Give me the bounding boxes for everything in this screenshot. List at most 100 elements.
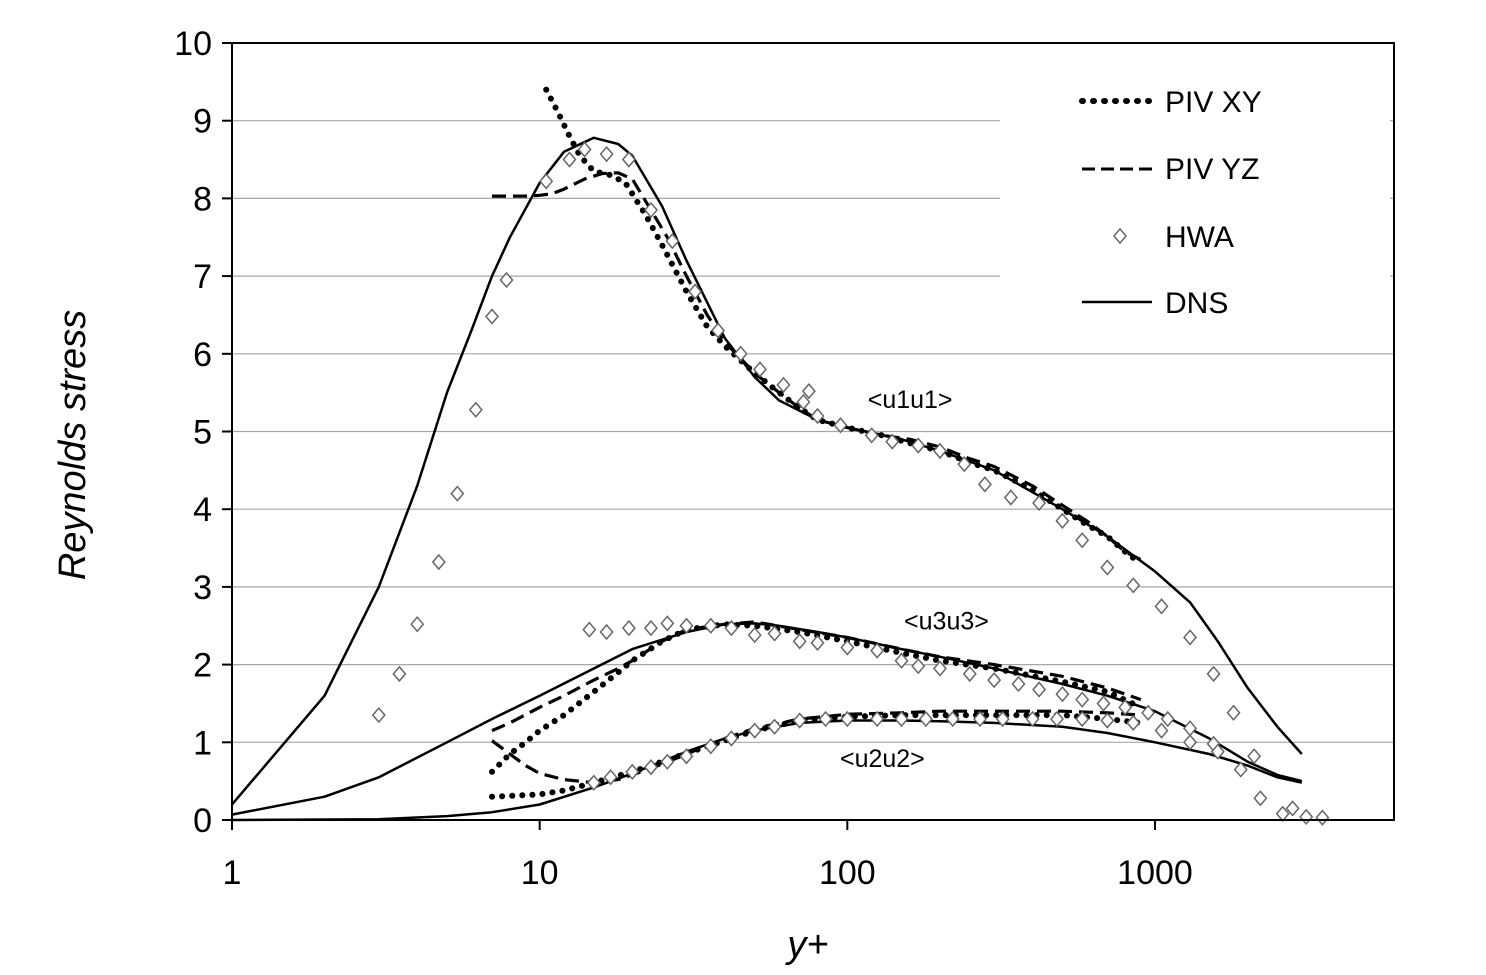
series-hwa-u3u3 xyxy=(582,615,1221,753)
legend-label-hwa: HWA xyxy=(1165,221,1234,254)
hwa-point xyxy=(660,753,675,770)
hwa-point xyxy=(747,722,762,739)
hwa-point xyxy=(870,710,885,728)
hwa-point xyxy=(1025,710,1040,728)
hwa-point xyxy=(1075,532,1090,549)
hwa-point xyxy=(599,623,614,641)
hwa-point xyxy=(1285,800,1300,817)
hwa-point xyxy=(539,173,554,190)
hwa-point xyxy=(1049,710,1064,728)
hwa-point xyxy=(1118,699,1133,716)
hwa-point xyxy=(1100,559,1115,576)
hwa-point xyxy=(833,417,848,434)
hwa-point xyxy=(792,633,807,650)
hwa-point xyxy=(1154,598,1169,615)
hwa-point xyxy=(1003,489,1018,506)
hwa-point xyxy=(1247,748,1262,765)
hwa-point xyxy=(1183,720,1198,737)
hwa-point xyxy=(1075,710,1090,728)
hwa-point xyxy=(1141,704,1156,721)
hwa-point xyxy=(1100,712,1115,729)
x-tick-label-10: 10 xyxy=(521,854,559,892)
hwa-point xyxy=(1210,743,1225,760)
hwa-point xyxy=(499,271,514,289)
hwa-point xyxy=(665,232,680,250)
hwa-point xyxy=(1183,629,1198,646)
series-layer xyxy=(231,86,1330,826)
hwa-point xyxy=(792,712,807,729)
hwa-point xyxy=(679,748,694,765)
hwa-point xyxy=(679,617,694,634)
series-dns-u1u1 xyxy=(231,136,1303,806)
hwa-point xyxy=(1226,704,1241,721)
hwa-point xyxy=(582,621,597,638)
hwa-point xyxy=(1299,808,1314,826)
hwa-point xyxy=(621,151,636,168)
hwa-point xyxy=(643,201,658,219)
hwa-point xyxy=(621,619,636,637)
hwa-point xyxy=(918,710,933,728)
x-tick-label-100: 100 xyxy=(819,854,876,892)
hwa-point xyxy=(1075,691,1090,708)
legend: PIV XY PIV YZ HWA DNS xyxy=(1000,72,1390,347)
hwa-point xyxy=(911,658,926,675)
hwa-point xyxy=(801,382,816,400)
hwa-point xyxy=(1126,577,1141,594)
hwa-point xyxy=(1183,734,1198,751)
hwa-point xyxy=(392,665,407,683)
series-piv-xy-u1u1 xyxy=(543,86,1144,567)
annotation-u1u1: <u1u1> xyxy=(868,386,953,414)
hwa-point xyxy=(703,617,718,634)
hwa-point xyxy=(586,774,601,791)
legend-label-piv-yz: PIV YZ xyxy=(1165,153,1259,186)
hwa-point xyxy=(945,710,960,728)
hwa-point xyxy=(1011,675,1026,693)
y-tick-label-2: 2 xyxy=(193,647,212,685)
hwa-point xyxy=(660,615,675,632)
hwa-point xyxy=(724,730,739,747)
hwa-point xyxy=(1233,761,1248,778)
hwa-point xyxy=(1206,665,1221,683)
hwa-point xyxy=(450,485,465,502)
annotation-u2u2: <u2u2> xyxy=(840,745,925,773)
hwa-point xyxy=(1096,695,1111,712)
hwa-point xyxy=(577,141,592,158)
series-hwa-u2u2 xyxy=(586,710,1330,826)
hwa-point xyxy=(767,625,782,642)
hwa-point xyxy=(818,710,833,728)
y-tick-label-1: 1 xyxy=(193,724,212,762)
hwa-point xyxy=(1032,681,1047,698)
hwa-point xyxy=(431,553,446,571)
hwa-point xyxy=(1315,809,1330,826)
hwa-point xyxy=(599,145,614,163)
hwa-point xyxy=(870,642,885,659)
hwa-point xyxy=(987,671,1002,689)
hwa-point xyxy=(410,616,425,633)
legend-swatch-hwa-diamond-icon xyxy=(1113,227,1127,245)
hwa-point xyxy=(810,407,825,425)
hwa-point xyxy=(1160,710,1175,728)
hwa-point xyxy=(932,442,947,460)
hwa-point xyxy=(625,763,640,780)
hwa-point xyxy=(932,660,947,677)
hwa-point xyxy=(371,706,386,724)
y-tick-label-7: 7 xyxy=(193,258,212,296)
series-annotations: <u1u1> <u3u3> <u2u2> xyxy=(840,386,989,773)
x-axis-title: y+ xyxy=(784,924,828,966)
series-piv-xy-u2u2 xyxy=(489,712,1144,800)
legend-background xyxy=(1000,72,1390,347)
annotation-u3u3: <u3u3> xyxy=(904,608,989,636)
hwa-point xyxy=(1032,494,1047,512)
hwa-point xyxy=(864,427,879,444)
hwa-point xyxy=(995,710,1010,728)
hwa-point xyxy=(733,345,748,362)
hwa-point xyxy=(703,738,718,755)
y-tick-label-4: 4 xyxy=(193,491,212,529)
hwa-point xyxy=(1055,685,1070,703)
y-tick-label-6: 6 xyxy=(193,336,212,374)
hwa-point xyxy=(767,718,782,735)
hwa-point xyxy=(911,437,926,454)
hwa-point xyxy=(796,393,811,411)
hwa-point xyxy=(776,376,791,394)
hwa-point xyxy=(603,769,618,786)
